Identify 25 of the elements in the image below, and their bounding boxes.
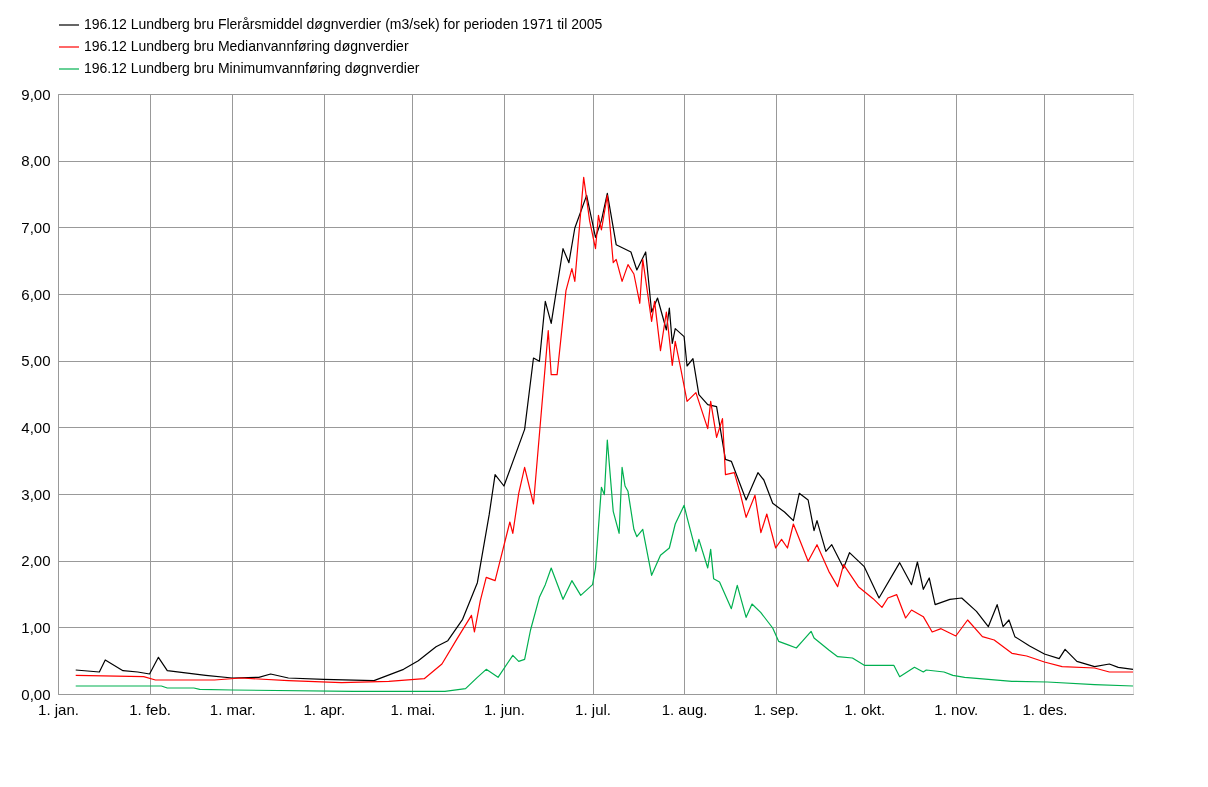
x-tick-label: 1. feb. (129, 700, 171, 718)
x-tick-label: 1. nov. (934, 700, 979, 718)
x-tick-label: 1. mai. (390, 700, 436, 718)
x-tick-label: 1. jun. (484, 700, 525, 718)
y-tick-label: 8,00 (21, 152, 51, 170)
y-tick-label: 3,00 (21, 485, 51, 503)
x-tick-label: 1. sep. (753, 700, 799, 718)
legend-label: 196.12 Lundberg bru Minimumvannføring døgnverdier (84, 60, 420, 76)
x-tick-label: 1. mar. (209, 700, 256, 718)
x-tick-label: 1. jan. (38, 700, 79, 718)
x-tick-label: 1. des. (1022, 700, 1068, 718)
y-tick-label: 6,00 (21, 285, 51, 303)
x-tick-label: 1. apr. (303, 700, 346, 718)
y-tick-label: 7,00 (21, 218, 51, 236)
y-tick-label: 1,00 (21, 618, 51, 636)
legend-label: 196.12 Lundberg bru Medianvannføring døgnverdier (84, 38, 409, 54)
y-tick-label: 0,00 (21, 685, 51, 703)
y-tick-label: 9,00 (21, 85, 51, 103)
x-tick-label: 1. aug. (661, 700, 708, 718)
x-tick-label: 1. okt. (844, 700, 886, 718)
y-tick-label: 5,00 (21, 352, 51, 370)
y-tick-label: 2,00 (21, 552, 51, 570)
x-tick-label: 1. jul. (575, 700, 611, 718)
legend-label: 196.12 Lundberg bru Flerårsmiddel døgnverdier (m3/sek) for perioden 1971 til 2005 (84, 16, 603, 32)
y-tick-label: 4,00 (21, 418, 51, 436)
